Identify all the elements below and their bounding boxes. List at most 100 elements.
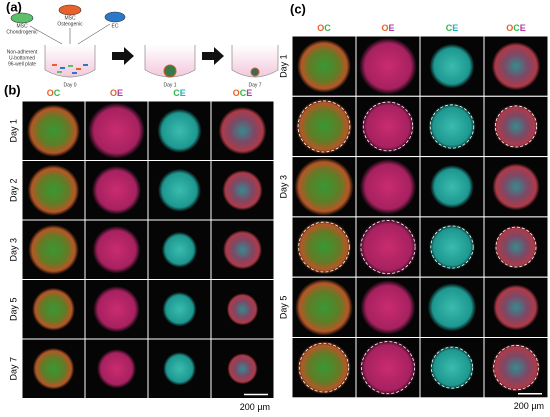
outline: [493, 345, 539, 391]
spheroid: [492, 163, 540, 211]
spheroid: [491, 343, 541, 392]
cell-icon: [58, 4, 82, 16]
column-header: OCE: [233, 88, 253, 98]
spheroid: [491, 42, 541, 91]
outline: [430, 346, 474, 389]
arrow: [112, 47, 134, 65]
panel-label: (a): [6, 0, 22, 14]
panel-c: (c) OC OE CE OCE Day 1 Day 3 Day 5 200 µm: [278, 1, 549, 411]
spheroid: [222, 170, 263, 211]
panel-label: (c): [290, 1, 306, 16]
row-label: Day 2: [8, 178, 18, 202]
column-header: CE: [446, 23, 459, 33]
row-label: Day 5: [8, 297, 18, 321]
spheroid: [428, 224, 476, 270]
spheroid: [429, 345, 475, 390]
outline: [298, 342, 350, 393]
row-label: Day 3: [278, 175, 288, 199]
spheroid: [358, 218, 418, 276]
spheroid: [158, 168, 201, 212]
label: Chondrogenic: [6, 29, 38, 35]
spheroid: [157, 108, 202, 153]
outline: [361, 341, 415, 395]
spheroid: [96, 349, 137, 389]
row-label: Day 7: [8, 357, 18, 381]
spheroid: [32, 347, 75, 390]
outline: [494, 105, 538, 148]
well: [44, 45, 96, 78]
arrow: [202, 47, 224, 65]
spheroid: [297, 39, 351, 93]
spheroid: [28, 224, 79, 275]
spheroid: [361, 99, 415, 153]
spheroid: [427, 283, 477, 332]
spheroid: [296, 219, 352, 275]
row-label: Day 5: [278, 296, 288, 320]
label: MSC: [16, 23, 28, 29]
spheroid: [295, 279, 353, 336]
outline: [362, 101, 414, 152]
well: [231, 45, 279, 78]
spheroid: [93, 286, 140, 333]
row-label: Day 3: [8, 238, 18, 262]
label: EC: [112, 23, 119, 29]
label: MSC: [64, 15, 76, 21]
outline: [297, 100, 351, 153]
row-label: Day 1: [8, 119, 18, 143]
column-header: OC: [47, 88, 61, 98]
column-header: OCE: [506, 23, 526, 33]
panel-b: (b) OC OE CE OCE Day 1 Day 2 Day 3 Day 5 Day 7 20…: [4, 82, 275, 412]
arrow-line: [77, 23, 111, 45]
outline: [429, 104, 475, 149]
cell-icon: [104, 11, 126, 23]
day-label: Day 1: [163, 82, 176, 88]
spheroid: [359, 159, 417, 215]
column-header: OE: [110, 88, 123, 98]
spheroid: [429, 43, 475, 89]
label: U-bottomed: [9, 55, 35, 61]
spheroid: [91, 165, 142, 215]
spheroid: [32, 287, 75, 331]
cell-icon: [10, 12, 34, 24]
spheroid: [492, 284, 540, 331]
spheroid: [428, 102, 476, 150]
spheroid: [494, 225, 538, 269]
day-label: Day 0: [63, 82, 76, 88]
spheroid: [163, 352, 196, 386]
panel-label: (b): [4, 82, 21, 97]
label: 96-well plate: [8, 61, 36, 67]
spheroid: [27, 164, 80, 216]
cell-mix: [52, 64, 88, 74]
spheroid: [222, 230, 263, 270]
spheroid: [226, 293, 259, 326]
spheroid: [163, 64, 177, 78]
spheroid: [294, 157, 354, 216]
outline: [430, 225, 474, 269]
spheroid: [227, 353, 258, 385]
day-label: Day 7: [248, 82, 261, 88]
spheroid: [359, 37, 417, 95]
spheroid: [88, 102, 145, 159]
outline: [360, 220, 416, 275]
scale-label: 200 µm: [514, 401, 544, 411]
spheroid: [359, 339, 417, 396]
row-label: Day 1: [278, 54, 288, 78]
spheroid: [295, 98, 353, 155]
spheroid: [430, 165, 474, 209]
label: Non-adherent: [7, 49, 38, 55]
spheroid: [162, 291, 197, 327]
column-header: OC: [317, 23, 331, 33]
column-header: CE: [173, 88, 186, 98]
spheroid: [250, 67, 260, 77]
column-header: OE: [381, 23, 394, 33]
label: Osteogenic: [57, 21, 83, 27]
spheroid: [218, 106, 267, 155]
scale-label: 200 µm: [240, 402, 270, 412]
spheroid: [297, 341, 351, 395]
spheroid: [27, 104, 80, 157]
arrow-line: [29, 25, 63, 45]
spheroid: [92, 225, 141, 274]
spheroid: [161, 231, 198, 268]
